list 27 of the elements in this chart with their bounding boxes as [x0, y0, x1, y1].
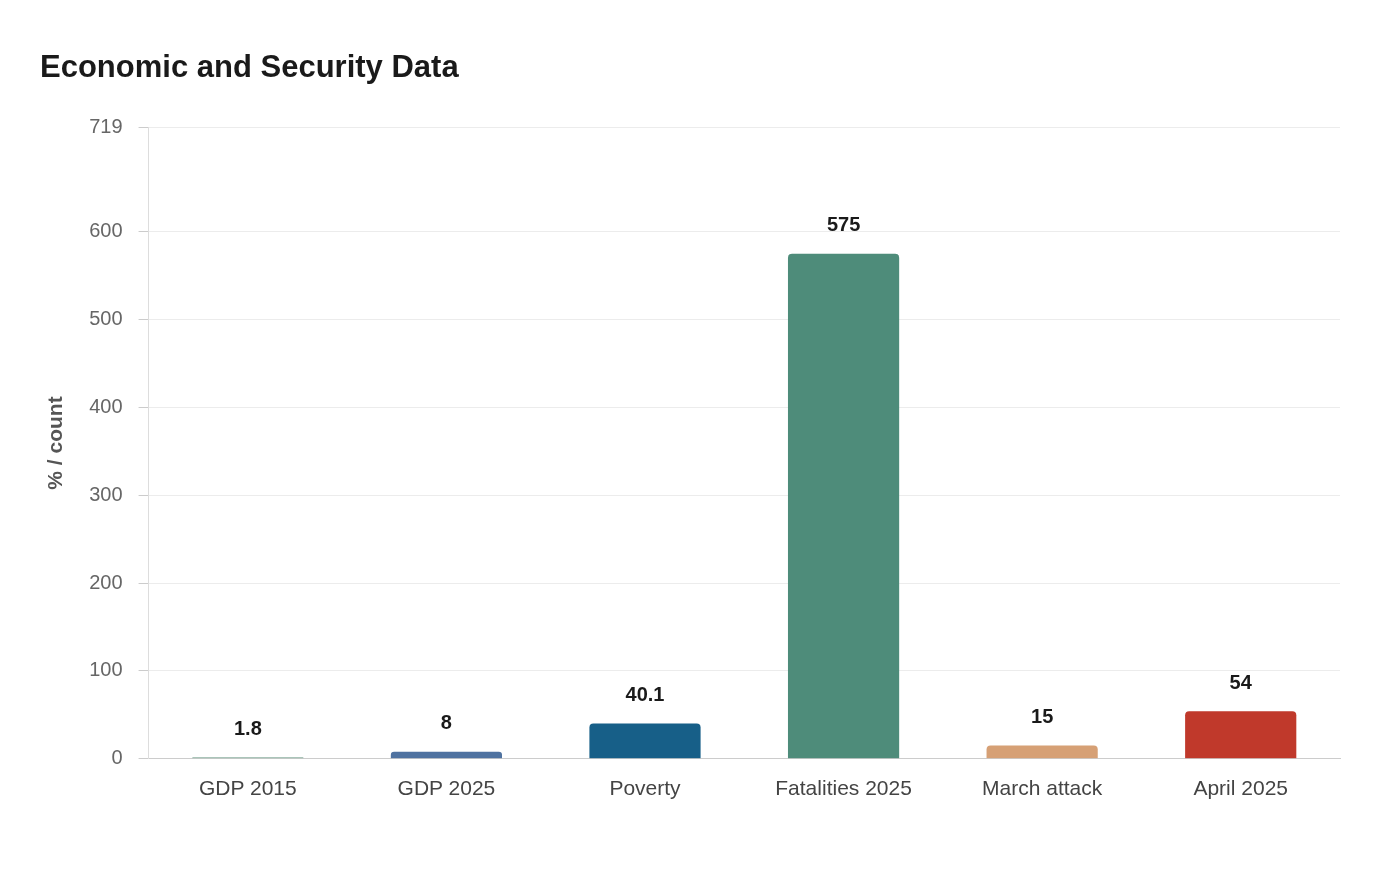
- data-label: 1.8: [233, 716, 262, 739]
- y-axis-title: % / count: [43, 396, 67, 490]
- y-tick-label: 719: [89, 114, 123, 137]
- y-tick-label: 400: [89, 394, 123, 417]
- x-tick-label: March attack: [982, 776, 1103, 800]
- x-tick-label: Poverty: [609, 776, 682, 800]
- data-label: 54: [1229, 670, 1253, 693]
- x-tick-label: GDP 2025: [397, 776, 496, 800]
- chart-title: Economic and Security Data: [40, 49, 460, 85]
- bar: [986, 745, 1098, 759]
- y-tick-label: 500: [89, 307, 123, 330]
- bar: [589, 723, 701, 759]
- data-label: 8: [440, 711, 452, 734]
- y-tick-label: 100: [89, 658, 123, 681]
- y-tick-label: 0: [111, 746, 123, 769]
- bar: [1185, 711, 1297, 759]
- x-tick-label: GDP 2015: [199, 776, 297, 800]
- bar: [390, 751, 503, 759]
- y-tick-label: 200: [89, 570, 123, 593]
- bar: [787, 253, 900, 759]
- x-tick-label: April 2025: [1193, 776, 1288, 800]
- data-label: 575: [826, 213, 861, 236]
- y-tick-label: 600: [89, 219, 123, 242]
- data-label: 40.1: [625, 683, 665, 706]
- y-tick-label: 300: [89, 482, 123, 505]
- data-label: 15: [1031, 705, 1054, 728]
- x-tick-label: Fatalities 2025: [775, 776, 912, 800]
